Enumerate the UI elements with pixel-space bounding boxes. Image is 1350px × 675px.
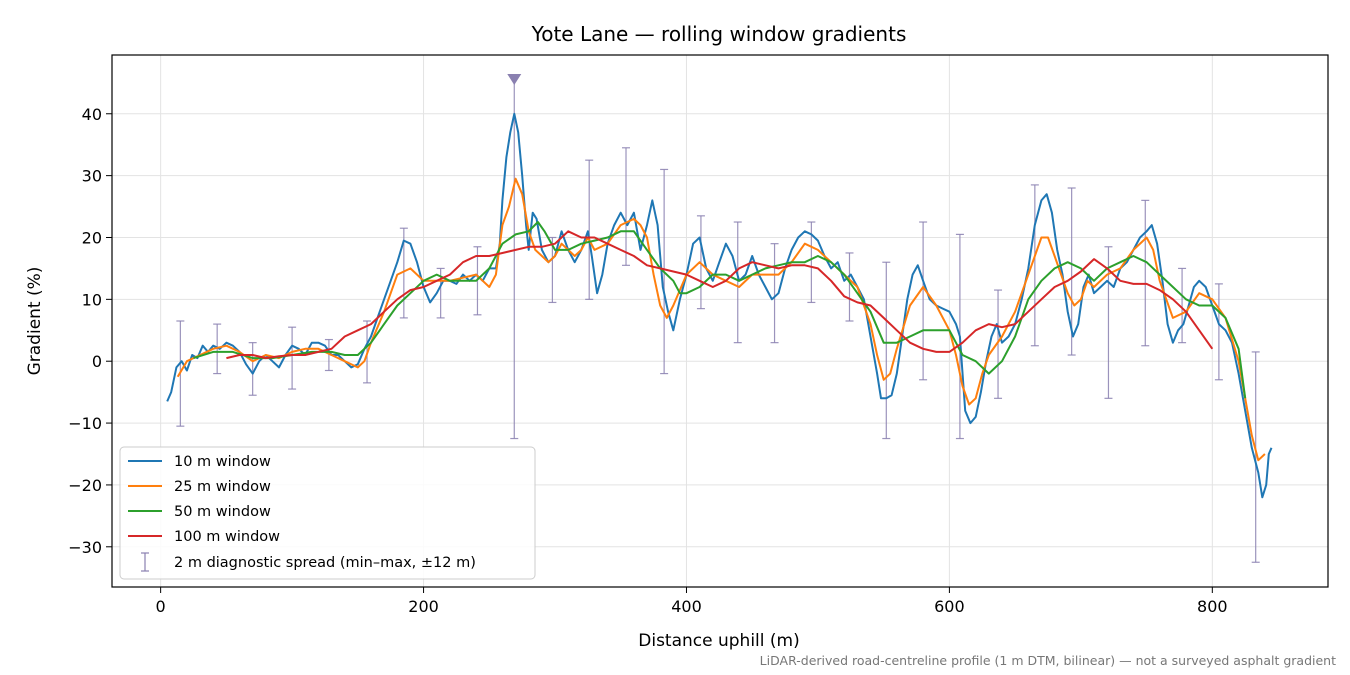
legend-label-25m: 25 m window [174, 479, 271, 495]
x-tick-label: 400 [671, 597, 702, 616]
spread-bar [733, 221, 742, 344]
series-line-2 [193, 221, 1247, 399]
spread-bar [1251, 351, 1260, 563]
legend: 10 m window 25 m window 50 m window 100 … [119, 446, 536, 580]
chart-title: Yote Lane — rolling window gradients [531, 22, 907, 46]
y-tick-label: 30 [82, 167, 102, 186]
axis-ticks: 0 200 400 600 800 40 30 20 10 0 −10 −20 −30 [68, 105, 1227, 616]
legend-label-10m: 10 m window [174, 454, 271, 470]
spread-bar [585, 159, 594, 300]
x-tick-label: 600 [934, 597, 965, 616]
spread-bar [1104, 246, 1113, 399]
chart-caption: LiDAR-derived road-centreline profile (1… [760, 653, 1336, 668]
x-axis-label: Distance uphill (m) [638, 631, 799, 651]
diagnostic-spread-bars [176, 74, 1260, 563]
spread-bar [919, 221, 928, 381]
spread-bar [770, 243, 779, 344]
series-line-1 [176, 177, 1266, 462]
spread-bar [994, 289, 1003, 399]
spread-bar [1178, 267, 1187, 344]
x-tick-label: 200 [408, 597, 439, 616]
spread-bar [882, 261, 891, 440]
y-tick-label: 0 [92, 352, 102, 371]
legend-box [119, 446, 536, 580]
spread-bar [248, 342, 257, 396]
spread-bar [288, 326, 297, 390]
spread-bar [548, 236, 557, 304]
series-line-3 [226, 230, 1214, 360]
y-axis-label: Gradient (%) [25, 267, 45, 376]
legend-label-50m: 50 m window [174, 504, 271, 520]
spread-bar [1141, 199, 1150, 347]
legend-label-spread: 2 m diagnostic spread (min–max, ±12 m) [174, 555, 476, 571]
y-tick-label: −10 [68, 414, 102, 433]
spread-bar [324, 338, 333, 372]
y-tick-label: 20 [82, 228, 102, 247]
off-scale-marker-icon [507, 74, 522, 85]
x-tick-label: 800 [1197, 597, 1228, 616]
series-lines [166, 112, 1273, 499]
series-line-0 [166, 112, 1273, 499]
y-tick-label: 10 [82, 290, 102, 309]
spread-bar [1030, 184, 1039, 347]
legend-swatch-spread [141, 552, 149, 572]
spread-bar [845, 252, 854, 322]
spread-bar [1214, 283, 1223, 381]
x-tick-label: 0 [156, 597, 166, 616]
y-tick-label: −30 [68, 538, 102, 557]
y-tick-label: −20 [68, 476, 102, 495]
y-tick-label: 40 [82, 105, 102, 124]
spread-bar [622, 147, 631, 266]
legend-label-100m: 100 m window [174, 529, 280, 545]
plot-frame [111, 54, 1329, 588]
